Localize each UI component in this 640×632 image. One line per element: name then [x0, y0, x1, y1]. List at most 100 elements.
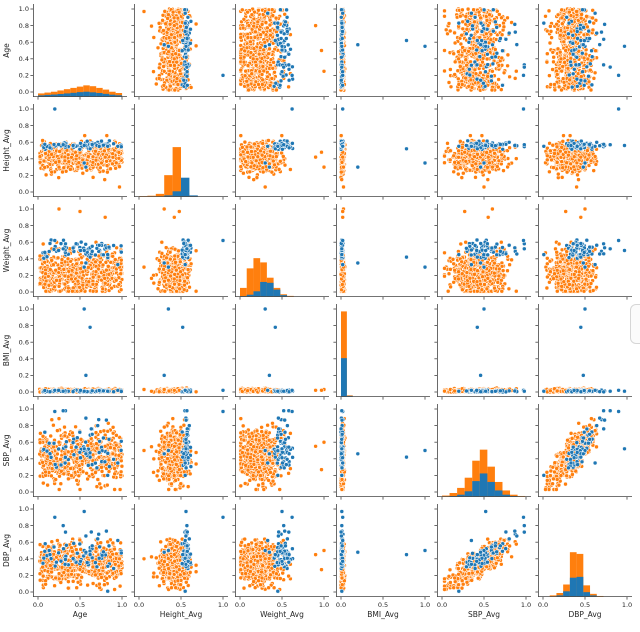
y-tick-label: 0.4 — [19, 155, 29, 163]
axes-spines — [235, 504, 329, 597]
y-axis-label-dbp: DBP_Avg — [2, 534, 11, 567]
x-axis-label-weight: Weight_Avg — [260, 610, 304, 619]
y-tick-label: 0.4 — [19, 255, 29, 263]
x-tick-label: 0.0 — [437, 601, 447, 609]
axes-spines — [33, 4, 127, 97]
x-tick-label: 0.5 — [75, 601, 85, 609]
panel-hist-weight — [232, 204, 329, 300]
y-tick-label: 0.8 — [19, 522, 29, 530]
x-tick-label: 0.0 — [33, 601, 43, 609]
x-axis-label-dbp: DBP_Avg — [568, 610, 601, 619]
panel-scatter-bmi-vs-height — [131, 304, 228, 400]
scatter-points-blue — [456, 7, 527, 90]
scatter-points-blue — [541, 408, 627, 478]
scatter-points-blue — [40, 408, 124, 478]
panel-scatter-dbp-vs-bmi: 0.0 0.5 1.0 BMI_Avg — [333, 504, 430, 619]
axes-spines — [134, 304, 228, 397]
panel-scatter-bmi-vs-sbp — [434, 304, 531, 400]
x-tick-label: 1.0 — [622, 601, 632, 609]
scatter-points-blue — [262, 509, 295, 594]
axes-spines — [134, 104, 228, 197]
panel-scatter-sbp-vs-weight — [232, 404, 329, 500]
hist-bars-orange — [38, 85, 123, 97]
axes-spines — [437, 4, 531, 97]
scatter-points-blue — [338, 7, 428, 90]
y-tick-label: 0.6 — [19, 438, 29, 446]
y-tick-label: 0.0 — [19, 188, 29, 196]
axes-spines — [134, 504, 228, 597]
axes-spines — [134, 4, 228, 97]
y-tick-label: 0.6 — [19, 538, 29, 546]
panel-scatter-age-vs-sbp — [434, 4, 531, 100]
axes-spines — [437, 104, 531, 197]
axes-spines — [538, 504, 632, 597]
axes-spines — [538, 4, 632, 97]
axes-spines — [33, 204, 127, 297]
x-tick-label: 1.0 — [319, 601, 329, 609]
axes-spines — [437, 404, 531, 497]
scatter-points-blue — [338, 237, 428, 270]
axes-spines — [336, 104, 430, 197]
scatter-points-blue — [262, 408, 295, 478]
y-tick-label: 0.8 — [19, 222, 29, 230]
axes-spines — [336, 4, 430, 97]
scatter-points-blue — [161, 237, 226, 270]
hist-bars-blue — [449, 473, 518, 497]
scatter-points-blue — [456, 306, 527, 395]
axes-spines — [235, 404, 329, 497]
scatter-points-blue — [262, 306, 295, 395]
scatter-points-blue — [456, 237, 527, 270]
x-tick-label: 0.5 — [479, 601, 489, 609]
scatter-points-blue — [161, 509, 226, 594]
scatter-points-blue — [456, 106, 527, 170]
y-tick-label: 0.0 — [19, 88, 29, 96]
x-axis-label-bmi: BMI_Avg — [367, 610, 399, 619]
scatter-points-blue — [541, 306, 627, 395]
x-axis-label-age: Age — [73, 610, 88, 619]
y-axis-label-age: Age — [2, 43, 11, 58]
panel-scatter-weight-vs-bmi — [333, 204, 430, 300]
scatter-points-blue — [262, 7, 295, 90]
panel-scatter-weight-vs-height — [131, 204, 228, 300]
scatter-points-blue — [40, 106, 124, 170]
x-tick-label: 0.0 — [134, 601, 144, 609]
y-tick-label: 1.0 — [19, 505, 29, 513]
y-tick-label: 0.4 — [19, 455, 29, 463]
panel-scatter-age-vs-weight — [232, 4, 329, 100]
scatter-points-blue — [541, 7, 627, 90]
axes-spines — [336, 304, 430, 397]
scrollbar-thumb[interactable] — [630, 304, 640, 344]
x-tick-label: 0.5 — [580, 601, 590, 609]
y-tick-label: 0.2 — [19, 572, 29, 580]
axes-spines — [538, 204, 632, 297]
x-axis-label-height: Height_Avg — [160, 610, 203, 619]
panel-scatter-sbp-vs-height — [131, 404, 228, 500]
y-tick-label: 0.0 — [19, 388, 29, 396]
axes-spines — [33, 404, 127, 497]
y-axis-label-height: Height_Avg — [2, 129, 11, 172]
x-tick-label: 0.0 — [538, 601, 548, 609]
hist-bars-blue — [38, 91, 123, 97]
panel-hist-height — [131, 104, 228, 200]
axes-spines — [437, 204, 531, 297]
scatter-points-orange — [442, 206, 519, 294]
scatter-points-blue — [262, 106, 295, 170]
y-tick-label: 0.2 — [19, 172, 29, 180]
y-tick-label: 1.0 — [19, 5, 29, 13]
axes-spines — [336, 404, 430, 497]
axes-spines — [33, 504, 127, 597]
axes-spines — [235, 204, 329, 297]
axes-spines — [538, 304, 632, 397]
y-tick-label: 0.2 — [19, 272, 29, 280]
scatter-points-blue — [541, 106, 627, 170]
panel-scatter-dbp-vs-sbp: 0.0 0.5 1.0 SBP_Avg — [434, 504, 531, 619]
panel-scatter-height-vs-weight — [232, 104, 329, 200]
scatter-points-blue — [338, 408, 428, 478]
y-tick-label: 0.2 — [19, 472, 29, 480]
x-tick-label: 0.5 — [277, 601, 287, 609]
axes-spines — [33, 104, 127, 197]
x-tick-label: 0.5 — [378, 601, 388, 609]
scatter-points-blue — [456, 509, 527, 594]
y-tick-label: 0.8 — [19, 322, 29, 330]
y-axis-label-sbp: SBP_Avg — [2, 434, 11, 466]
